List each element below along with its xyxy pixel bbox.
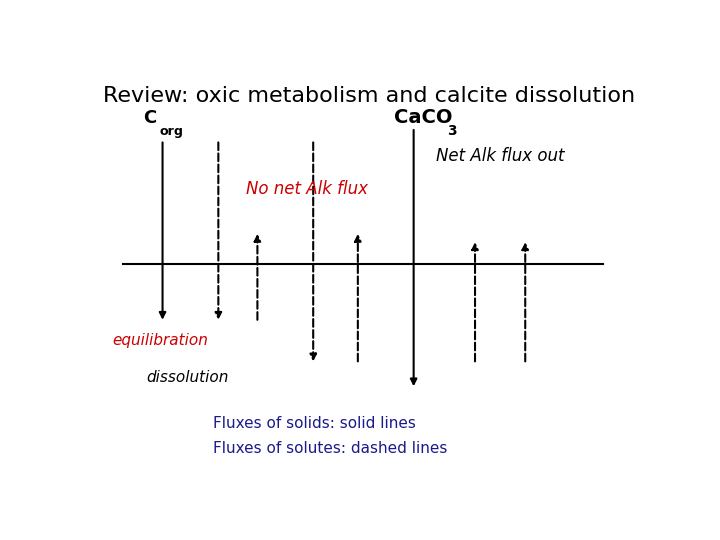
Text: Fluxes of solutes: dashed lines: Fluxes of solutes: dashed lines [213, 441, 447, 456]
Text: No net Alk flux: No net Alk flux [246, 180, 368, 198]
Text: C: C [143, 109, 156, 127]
Text: CaCO: CaCO [394, 108, 453, 127]
Text: 3: 3 [447, 124, 456, 138]
Text: equilibration: equilibration [112, 333, 208, 348]
Text: Fluxes of solids: solid lines: Fluxes of solids: solid lines [213, 416, 415, 431]
Text: Net Alk flux out: Net Alk flux out [436, 146, 564, 165]
Text: Review: oxic metabolism and calcite dissolution: Review: oxic metabolism and calcite diss… [103, 85, 635, 106]
Text: dissolution: dissolution [145, 370, 228, 385]
Text: org: org [160, 125, 184, 138]
